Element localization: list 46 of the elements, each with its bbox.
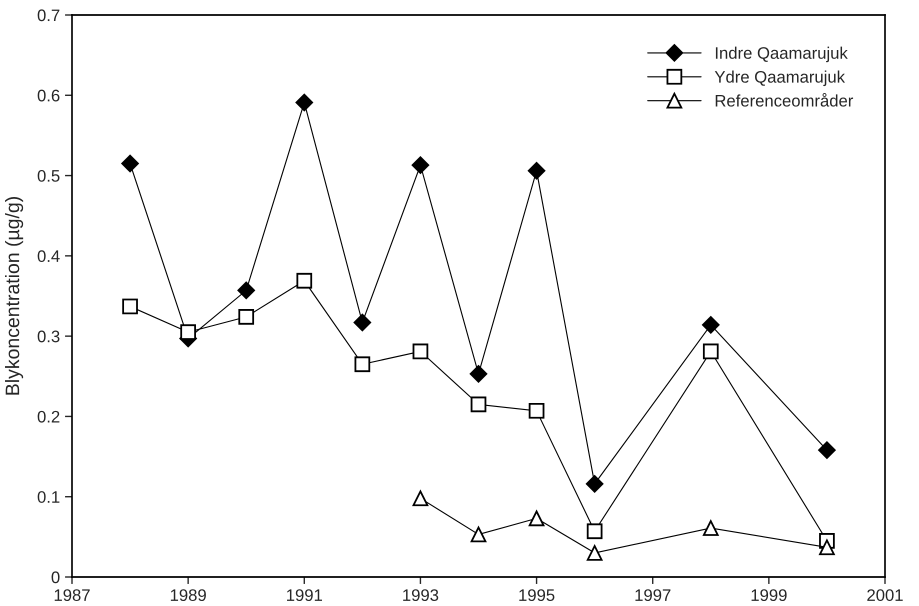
y-tick-label: 0.5: [38, 170, 60, 182]
point: [412, 156, 430, 174]
point: [180, 324, 196, 340]
y-tick-label: 0.7: [38, 9, 60, 22]
legend-label: Indre Qaamarujuk: [716, 46, 848, 62]
x-tick-label: 1989: [170, 589, 206, 602]
x-tick-label: 1997: [635, 589, 670, 602]
point: [238, 309, 254, 325]
point: [296, 94, 314, 112]
point: [702, 520, 719, 536]
x-tick-label: 1999: [752, 589, 787, 602]
point: [528, 402, 544, 419]
y-tick-label: 0.3: [38, 330, 60, 342]
point: [528, 162, 546, 180]
x-tick-label: 1987: [54, 589, 90, 602]
y-tick-label: 0.1: [38, 491, 60, 503]
point: [296, 272, 312, 289]
x-tick-label: 1993: [403, 589, 438, 602]
x-tick-label: 1991: [287, 589, 322, 602]
point: [470, 396, 486, 412]
x-tick-label: 1995: [519, 589, 554, 602]
y-tick-label: 0.4: [38, 250, 60, 262]
point: [122, 298, 138, 314]
point: [586, 523, 602, 540]
point: [237, 282, 255, 300]
point: [702, 316, 720, 334]
point: [412, 344, 428, 360]
point: [470, 365, 488, 383]
point: [412, 490, 428, 506]
point: [354, 314, 372, 332]
point: [528, 510, 544, 526]
point: [818, 441, 836, 459]
point: [702, 344, 719, 360]
y-tick-label: 0.6: [38, 90, 60, 102]
point: [819, 539, 835, 556]
y-axis-title: Blykoncentration (µg/g): [5, 197, 24, 395]
legend-label: Referenceområder: [716, 93, 854, 107]
point: [470, 526, 486, 542]
y-tick-label: 0.2: [38, 410, 60, 423]
point: [586, 545, 602, 561]
x-tick-label: 2001: [867, 589, 903, 602]
point: [121, 154, 139, 172]
legend-label: Ydre Qaamarujuk: [714, 70, 846, 86]
y-tick-label: 0: [52, 571, 60, 584]
point: [354, 356, 370, 372]
point: [586, 475, 604, 493]
